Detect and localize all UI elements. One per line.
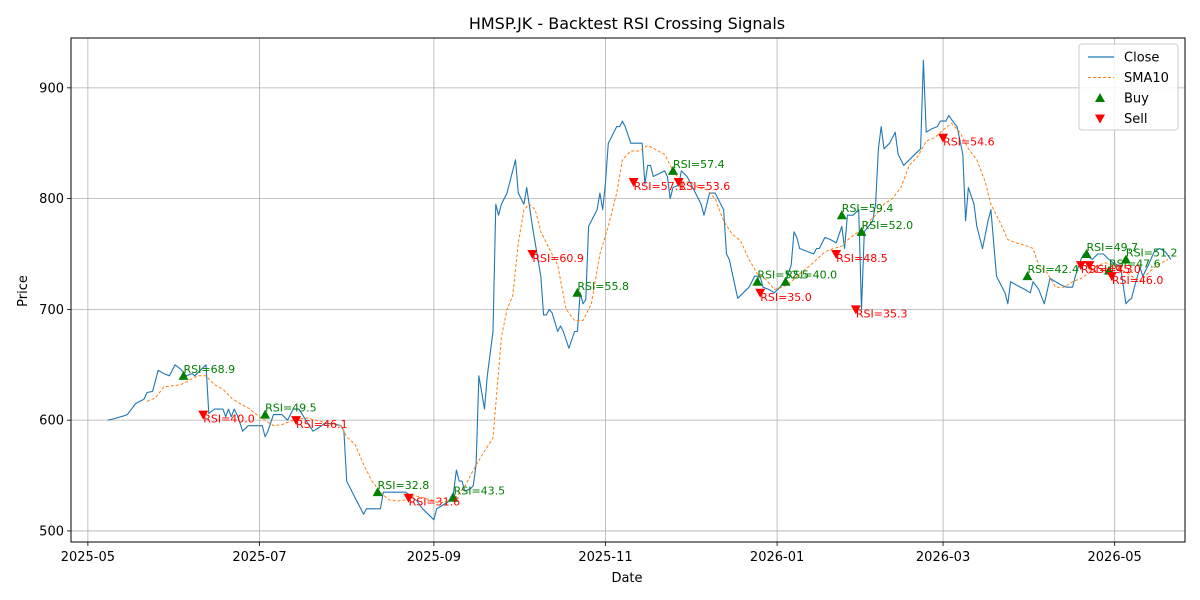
sell-signal-marker	[831, 250, 842, 259]
sell-signal-marker	[291, 416, 302, 426]
legend: Close SMA10 Buy Sell	[1078, 43, 1179, 131]
buy-signal-label: RSI=52.0	[861, 219, 913, 232]
buy-signal-label: RSI=49.7	[1087, 241, 1139, 254]
buy-signal-label: RSI=47.6	[1109, 258, 1161, 271]
buy-signal-marker	[668, 165, 679, 175]
plot-area: RSI=68.9 RSI=49.5 RSI=32.8 RSI=43.5 RSI=55.8…	[107, 59, 1178, 521]
signal-markers	[178, 133, 1131, 503]
signal-annotations: RSI=68.9 RSI=49.5 RSI=32.8 RSI=43.5 RSI=55.8…	[184, 136, 1178, 509]
sell-signal-marker	[403, 493, 414, 503]
buy-signal-label: RSI=52.5	[757, 269, 809, 282]
legend-box	[1078, 43, 1179, 131]
close-price-line	[107, 59, 1172, 521]
buy-signal-label: RSI=42.4	[1027, 263, 1079, 276]
x-tick-label: 2026-03	[916, 550, 970, 565]
sell-signal-label: RSI=46.1	[296, 418, 348, 431]
x-tick-label: 2025-05	[61, 550, 115, 565]
series-lines	[107, 59, 1172, 521]
sell-signal-label: RSI=54.6	[943, 136, 995, 149]
y-tick-label: 800	[39, 192, 64, 207]
sell-signal-marker	[1084, 261, 1095, 271]
buy-signal-label: RSI=59.4	[842, 202, 894, 215]
sell-signal-marker	[673, 178, 684, 187]
sell-signal-marker	[938, 133, 949, 143]
sell-signal-label: RSI=40.0	[203, 413, 255, 426]
x-axis-label: Date	[611, 571, 642, 586]
buy-signal-marker	[1081, 249, 1092, 258]
y-tick-label: 900	[39, 81, 64, 96]
sell-signal-label: RSI=45.0	[1089, 263, 1141, 276]
y-tick-label: 500	[39, 524, 64, 539]
sell-signal-label: RSI=57.1	[634, 180, 686, 193]
sell-signal-marker	[198, 410, 209, 420]
sell-signal-label: RSI=53.6	[679, 180, 731, 193]
sell-signal-marker	[628, 178, 639, 187]
y-tick-label: 600	[39, 414, 64, 429]
buy-signal-label: RSI=32.8	[378, 479, 430, 492]
sma10-line	[146, 122, 1169, 504]
legend-label: Sell	[1124, 112, 1147, 127]
sell-signal-marker	[755, 288, 766, 298]
sell-signal-label: RSI=48.5	[836, 252, 888, 265]
buy-signal-marker	[260, 409, 271, 419]
x-tick-label: 2026-05	[1088, 550, 1142, 565]
legend-buy-marker	[1095, 93, 1105, 102]
sell-signal-label: RSI=49.3	[1081, 263, 1133, 276]
x-tick-label: 2025-07	[232, 550, 286, 565]
x-axis-ticks: 2025-05 2025-07 2025-09 2025-11 2026-01 2026-…	[61, 542, 1142, 565]
buy-signal-label: RSI=49.5	[265, 402, 317, 415]
sell-signal-label: RSI=46.0	[1112, 274, 1164, 287]
sell-signal-marker	[527, 250, 538, 259]
buy-signal-marker	[178, 370, 189, 380]
x-tick-label: 2026-01	[750, 550, 804, 565]
buy-signal-marker	[448, 492, 459, 502]
buy-signal-label: RSI=57.4	[673, 158, 725, 171]
sell-signal-label: RSI=31.6	[409, 496, 461, 509]
chart-title: HMSP.JK - Backtest RSI Crossing Signals	[469, 14, 785, 33]
buy-signal-marker	[780, 276, 791, 286]
legend-label: SMA10	[1124, 71, 1169, 86]
sell-signal-label: RSI=35.3	[856, 307, 908, 320]
axes-frame	[70, 37, 1186, 543]
sell-signal-label: RSI=35.0	[760, 291, 812, 304]
buy-signal-label: RSI=51.2	[1126, 247, 1178, 260]
buy-signal-marker	[752, 276, 763, 286]
buy-signal-label: RSI=55.8	[577, 280, 629, 293]
buy-signal-marker	[1022, 271, 1033, 281]
buy-signal-label: RSI=43.5	[454, 485, 506, 498]
y-axis-label: Price	[16, 275, 31, 307]
legend-label: Close	[1124, 51, 1159, 66]
y-axis-ticks: 500 600 700 800 900	[39, 81, 71, 539]
buy-signal-marker	[372, 487, 383, 497]
x-tick-label: 2025-11	[578, 550, 632, 565]
sell-signal-marker	[1106, 272, 1117, 282]
buy-signal-marker	[572, 287, 583, 297]
buy-signal-marker	[856, 226, 867, 236]
legend-label: Buy	[1124, 92, 1149, 107]
y-tick-label: 700	[39, 303, 64, 318]
buy-signal-label: RSI=68.9	[184, 363, 236, 376]
buy-signal-marker	[1120, 254, 1131, 264]
legend-sell-marker	[1095, 114, 1105, 124]
sell-signal-marker	[850, 305, 861, 315]
buy-signal-label: RSI=40.0	[786, 269, 838, 282]
sell-signal-marker	[1075, 261, 1086, 271]
sell-signal-label: RSI=60.9	[532, 252, 584, 265]
x-tick-label: 2025-09	[407, 550, 461, 565]
buy-signal-marker	[836, 210, 847, 220]
